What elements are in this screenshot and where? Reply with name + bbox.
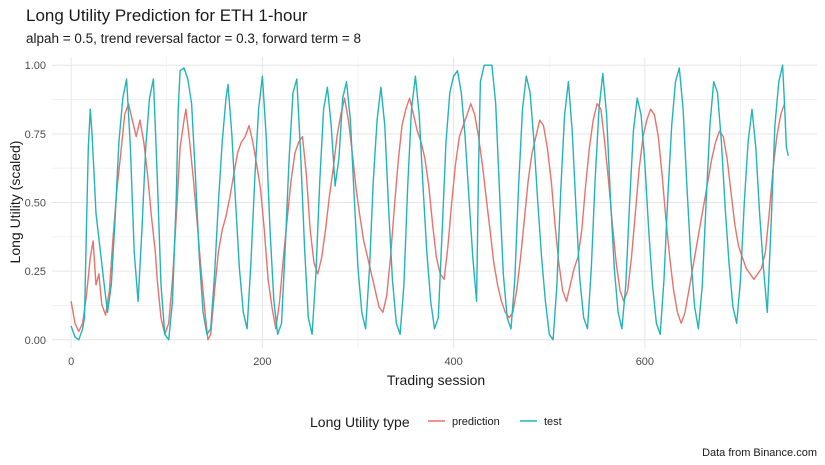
chart-subtitle: alpah = 0.5, trend reversal factor = 0.3… [26, 31, 361, 46]
x-axis-ticks: 0 200 400 600 [68, 356, 654, 368]
x-tick-label: 600 [636, 356, 654, 368]
y-tick-label: 0.00 [25, 335, 46, 347]
grid-lines [52, 57, 817, 348]
y-axis-ticks: 0.00 0.25 0.50 0.75 1.00 [25, 60, 46, 347]
series-line-test [70, 64, 789, 341]
y-tick-label: 0.75 [25, 129, 46, 141]
y-tick-label: 0.50 [25, 198, 46, 210]
y-tick-label: 1.00 [25, 60, 46, 72]
legend-entries: prediction test [428, 416, 562, 428]
chart-title: Long Utility Prediction for ETH 1-hour [26, 6, 308, 25]
legend-title: Long Utility type [310, 414, 410, 430]
series-line-prediction [70, 97, 786, 341]
caption: Data from Binance.com [702, 447, 817, 459]
y-tick-label: 0.25 [25, 266, 46, 278]
series-lines [70, 64, 789, 341]
y-axis-title: Long Utility (scaled) [7, 141, 23, 264]
legend: Long Utility type prediction test [310, 414, 562, 430]
x-tick-label: 0 [68, 356, 74, 368]
legend-label-prediction: prediction [452, 416, 500, 428]
x-tick-label: 400 [444, 356, 462, 368]
legend-label-test: test [544, 416, 562, 428]
x-axis-title: Trading session [387, 372, 485, 388]
x-tick-label: 200 [253, 356, 271, 368]
